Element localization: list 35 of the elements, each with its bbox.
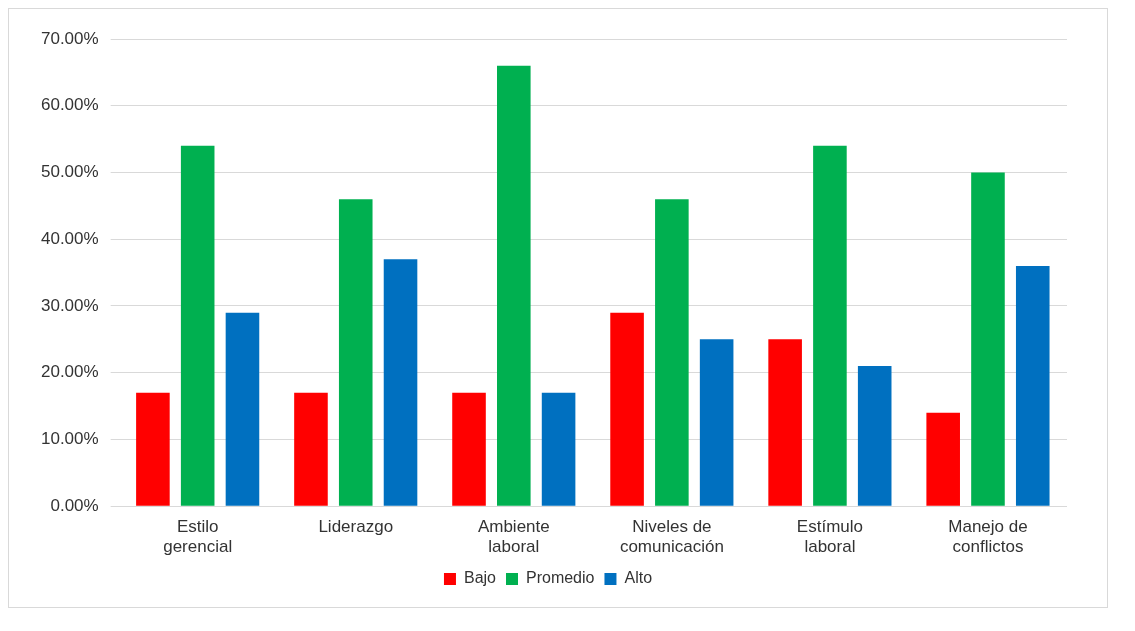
bar	[699, 339, 734, 506]
bar	[383, 259, 418, 506]
legend-label: Promedio	[525, 569, 595, 587]
bar	[813, 145, 847, 506]
y-tick-label: 40.00%	[40, 228, 99, 248]
legend-label: Bajo	[463, 569, 497, 587]
x-tick-label: Estímulo laboral	[796, 517, 863, 557]
bar	[926, 412, 960, 506]
bar	[452, 392, 486, 506]
bar	[1015, 265, 1050, 506]
bar	[655, 199, 689, 506]
bar	[971, 172, 1005, 506]
bar	[768, 339, 802, 506]
bar	[225, 312, 260, 506]
bar	[857, 366, 892, 506]
y-tick-label: 50.00%	[40, 162, 99, 182]
y-tick-label: 10.00%	[40, 429, 99, 449]
x-tick-label: Estilo gerencial	[163, 517, 233, 557]
bar	[338, 199, 373, 506]
x-tick-label: Manejo de conflictos	[948, 517, 1028, 557]
y-tick-label: 0.00%	[50, 495, 99, 515]
bar	[294, 392, 328, 506]
bar	[610, 312, 644, 506]
bar	[136, 392, 170, 506]
x-tick-label: Liderazgo	[318, 517, 394, 537]
y-tick-label: 20.00%	[40, 362, 99, 382]
y-tick-label: 60.00%	[40, 95, 99, 115]
x-tick-label: Niveles de comunicación	[619, 517, 724, 557]
bar	[541, 392, 576, 506]
y-tick-label: 30.00%	[40, 295, 99, 315]
bar	[180, 145, 215, 506]
y-tick-label: 70.00%	[40, 28, 99, 48]
legend-label: Alto	[624, 569, 653, 587]
x-tick-label: Ambiente laboral	[477, 517, 550, 557]
bar	[497, 65, 531, 506]
